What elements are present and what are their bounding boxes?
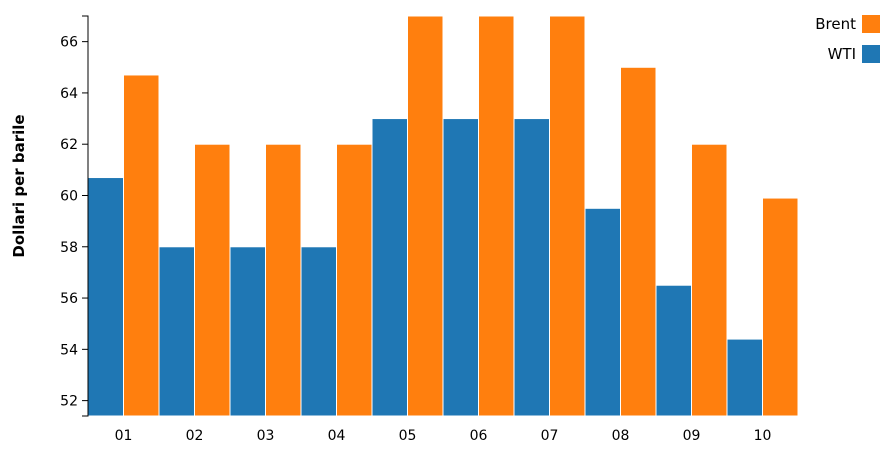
- bar-brent-01: [123, 74, 160, 417]
- bar-wti-09: [655, 284, 692, 417]
- bar-wti-03: [229, 246, 266, 417]
- bars-layer: [87, 15, 799, 417]
- y-axis-line: [82, 15, 89, 417]
- bar-brent-07: [549, 15, 586, 417]
- y-tick-label-52: 52: [60, 394, 78, 410]
- x-tick-label-02: 02: [186, 428, 204, 444]
- y-tick-label-64: 64: [60, 86, 78, 102]
- bar-wti-08: [584, 207, 621, 417]
- x-tick-label-01: 01: [115, 428, 133, 444]
- bar-wti-04: [300, 246, 337, 417]
- bar-brent-06: [478, 15, 515, 417]
- legend-swatch-brent: [862, 15, 880, 33]
- y-tick-label-62: 62: [60, 137, 78, 153]
- bar-wti-01: [87, 177, 124, 417]
- bar-brent-04: [336, 143, 373, 417]
- x-tick-label-03: 03: [257, 428, 275, 444]
- legend: Brent WTI: [815, 15, 880, 63]
- y-tick-label-60: 60: [60, 188, 78, 204]
- y-axis-label: Dollari per barile: [10, 114, 28, 257]
- bar-wti-10: [726, 338, 763, 417]
- x-tick-label-04: 04: [328, 428, 346, 444]
- x-tick-label-08: 08: [612, 428, 630, 444]
- y-tick-label-66: 66: [60, 35, 78, 51]
- bar-brent-09: [691, 143, 728, 417]
- x-tick-label-06: 06: [470, 428, 488, 444]
- x-tick-label-05: 05: [399, 428, 417, 444]
- bar-wti-07: [513, 118, 550, 417]
- y-tick-label-56: 56: [60, 291, 78, 307]
- bar-brent-05: [407, 15, 444, 417]
- legend-swatch-wti: [862, 45, 880, 63]
- bar-wti-06: [442, 118, 479, 417]
- x-tick-label-10: 10: [754, 428, 772, 444]
- x-tick-label-07: 07: [541, 428, 559, 444]
- axes-layer: 52 54 56 58 60 62 64 66 01 02 03 04 05 06 07 08 09 10: [60, 15, 772, 444]
- bar-brent-10: [762, 197, 799, 417]
- x-tick-label-09: 09: [683, 428, 701, 444]
- y-tick-label-54: 54: [60, 342, 78, 358]
- bar-wti-05: [371, 118, 408, 417]
- legend-label-brent: Brent: [815, 15, 856, 33]
- bar-wti-02: [158, 246, 195, 417]
- bar-brent-03: [265, 143, 302, 417]
- bar-brent-02: [194, 143, 231, 417]
- bar-brent-08: [620, 66, 657, 417]
- y-tick-label-58: 58: [60, 240, 78, 256]
- legend-label-wti: WTI: [828, 45, 856, 63]
